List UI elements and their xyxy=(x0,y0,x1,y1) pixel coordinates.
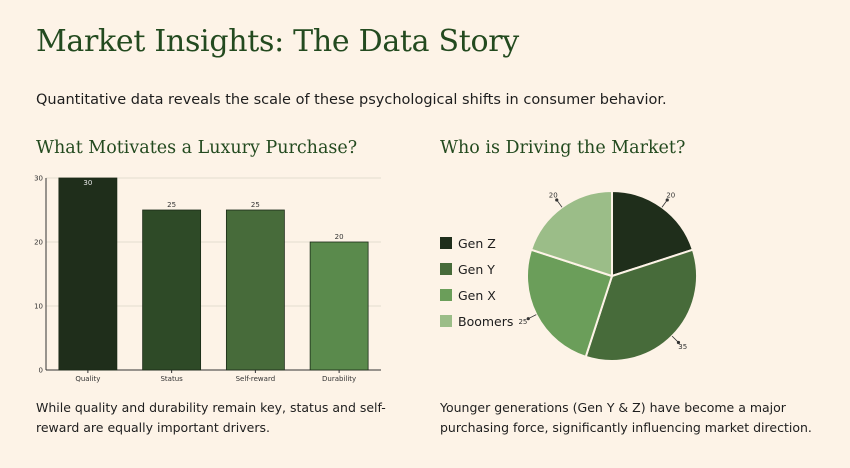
pie-legend: Gen Z Gen Y Gen X Boomers xyxy=(440,230,513,334)
pie-label-dot xyxy=(526,317,530,321)
pie-data-label: 20 xyxy=(666,192,675,200)
x-tick-label: Quality xyxy=(75,375,100,383)
page-title: Market Insights: The Data Story xyxy=(36,24,519,59)
legend-label: Boomers xyxy=(458,313,514,329)
y-tick-label: 0 xyxy=(39,367,43,375)
x-tick-label: Durability xyxy=(322,375,356,383)
bar-data-label: 25 xyxy=(167,201,176,209)
bar-data-label: 25 xyxy=(251,201,260,209)
pie-data-label: 25 xyxy=(518,318,527,326)
bar xyxy=(58,177,118,371)
legend-label: Gen Z xyxy=(458,235,496,251)
pie-label-dot xyxy=(555,198,559,202)
legend-swatch xyxy=(440,315,452,327)
y-tick-label: 30 xyxy=(34,175,43,183)
pie-chart-caption: Younger generations (Gen Y & Z) have bec… xyxy=(440,400,812,435)
legend-label: Gen Y xyxy=(458,261,495,277)
pie-chart: 20 35 25 20 xyxy=(518,189,698,362)
legend-item: Gen X xyxy=(440,282,513,308)
legend-item: Gen Z xyxy=(440,230,513,256)
legend-label: Gen X xyxy=(458,287,496,303)
pie-label-dot xyxy=(665,198,669,202)
pie-slice xyxy=(584,248,698,362)
bar-chart-title: What Motivates a Luxury Purchase? xyxy=(36,138,358,158)
x-tick-label: Status xyxy=(160,375,183,383)
legend-swatch xyxy=(440,289,452,301)
page-subtitle: Quantitative data reveals the scale of t… xyxy=(36,92,667,108)
y-tick-label: 20 xyxy=(34,239,43,247)
pie-data-label: 20 xyxy=(549,192,558,200)
x-tick-label: Self-reward xyxy=(236,375,276,383)
bar-chart-caption: While quality and durability remain key,… xyxy=(36,400,386,435)
legend-swatch xyxy=(440,237,452,249)
bar xyxy=(225,209,285,371)
bar xyxy=(309,241,369,371)
legend-item: Gen Y xyxy=(440,256,513,282)
pie-label-dot xyxy=(676,340,681,345)
legend-item: Boomers xyxy=(440,308,513,334)
bar-data-label: 20 xyxy=(335,233,344,241)
legend-swatch xyxy=(440,263,452,275)
bar xyxy=(142,209,202,371)
y-tick-label: 10 xyxy=(34,303,43,311)
bar-chart: 0 10 20 30 30 Quality 25 Status 25 Self-reward 20 D… xyxy=(34,175,381,383)
pie-slice xyxy=(529,189,613,278)
bar-data-label: 30 xyxy=(83,179,92,187)
pie-chart-title: Who is Driving the Market? xyxy=(440,138,686,158)
pie-data-label: 35 xyxy=(678,343,687,351)
